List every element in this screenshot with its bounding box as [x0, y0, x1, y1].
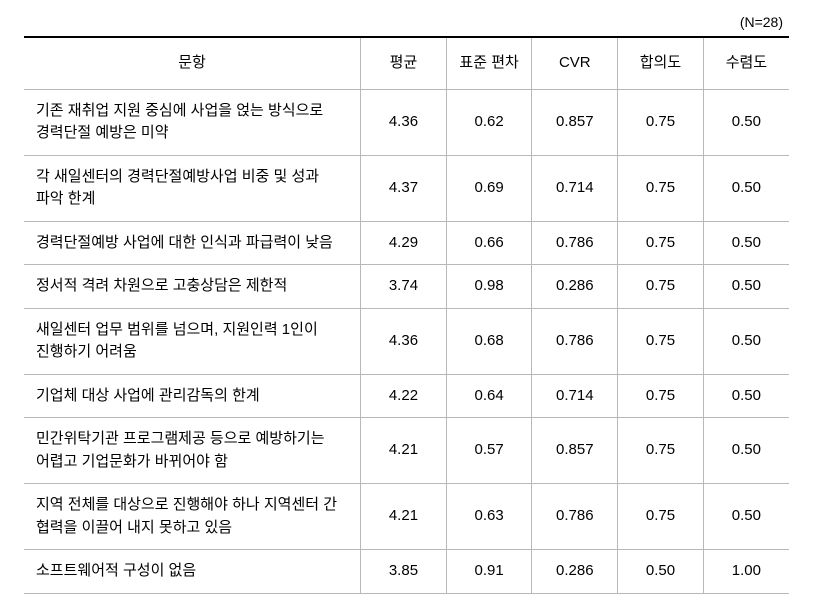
cell-sd: 0.66 — [446, 221, 532, 265]
cell-sd: 0.62 — [446, 89, 532, 155]
cell-item: 경력단절예방 사업에 대한 인식과 파급력이 낮음 — [24, 221, 361, 265]
cell-convergence: 0.50 — [703, 265, 789, 309]
table-row: 민간위탁기관 프로그램제공 등으로 예방하기는 어렵고 기업문화가 바뀌어야 함… — [24, 418, 789, 484]
cell-cvr: 0.786 — [532, 221, 618, 265]
cell-consensus: 0.75 — [618, 155, 704, 221]
table-row: 정서적 격려 차원으로 고충상담은 제한적3.740.980.2860.750.… — [24, 265, 789, 309]
table-row: 기업체 대상 사업에 관리감독의 한계4.220.640.7140.750.50 — [24, 374, 789, 418]
cell-convergence: 0.50 — [703, 89, 789, 155]
cell-consensus: 0.75 — [618, 221, 704, 265]
cell-mean: 4.21 — [361, 484, 447, 550]
cell-sd: 0.98 — [446, 265, 532, 309]
table-container: 문항 평균 표준 편차 CVR 합의도 수렴도 기존 재취업 지원 중심에 사업… — [24, 36, 789, 594]
header-sd: 표준 편차 — [446, 37, 532, 89]
cell-convergence: 1.00 — [703, 550, 789, 594]
cell-item: 각 새일센터의 경력단절예방사업 비중 및 성과 파악 한계 — [24, 155, 361, 221]
header-convergence: 수렴도 — [703, 37, 789, 89]
cell-item: 기존 재취업 지원 중심에 사업을 얹는 방식으로 경력단절 예방은 미약 — [24, 89, 361, 155]
table-row: 지역 전체를 대상으로 진행해야 하나 지역센터 간 협력을 이끌어 내지 못하… — [24, 484, 789, 550]
cell-item: 기업체 대상 사업에 관리감독의 한계 — [24, 374, 361, 418]
cell-mean: 4.22 — [361, 374, 447, 418]
cell-cvr: 0.286 — [532, 265, 618, 309]
header-row: 문항 평균 표준 편차 CVR 합의도 수렴도 — [24, 37, 789, 89]
cell-convergence: 0.50 — [703, 155, 789, 221]
cell-sd: 0.63 — [446, 484, 532, 550]
data-table: 문항 평균 표준 편차 CVR 합의도 수렴도 기존 재취업 지원 중심에 사업… — [24, 36, 789, 594]
cell-cvr: 0.714 — [532, 155, 618, 221]
header-item: 문항 — [24, 37, 361, 89]
cell-mean: 4.36 — [361, 89, 447, 155]
table-row: 기존 재취업 지원 중심에 사업을 얹는 방식으로 경력단절 예방은 미약4.3… — [24, 89, 789, 155]
cell-item: 민간위탁기관 프로그램제공 등으로 예방하기는 어렵고 기업문화가 바뀌어야 함 — [24, 418, 361, 484]
cell-sd: 0.57 — [446, 418, 532, 484]
cell-consensus: 0.75 — [618, 89, 704, 155]
header-cvr: CVR — [532, 37, 618, 89]
cell-convergence: 0.50 — [703, 221, 789, 265]
cell-cvr: 0.857 — [532, 418, 618, 484]
cell-cvr: 0.857 — [532, 89, 618, 155]
cell-mean: 4.37 — [361, 155, 447, 221]
cell-consensus: 0.75 — [618, 265, 704, 309]
table-row: 각 새일센터의 경력단절예방사업 비중 및 성과 파악 한계4.370.690.… — [24, 155, 789, 221]
sample-size-label: (N=28) — [740, 14, 783, 30]
cell-sd: 0.64 — [446, 374, 532, 418]
cell-item: 지역 전체를 대상으로 진행해야 하나 지역센터 간 협력을 이끌어 내지 못하… — [24, 484, 361, 550]
cell-consensus: 0.75 — [618, 484, 704, 550]
cell-mean: 3.85 — [361, 550, 447, 594]
cell-sd: 0.91 — [446, 550, 532, 594]
cell-convergence: 0.50 — [703, 374, 789, 418]
header-consensus: 합의도 — [618, 37, 704, 89]
cell-convergence: 0.50 — [703, 308, 789, 374]
cell-item: 새일센터 업무 범위를 넘으며, 지원인력 1인이 진행하기 어려움 — [24, 308, 361, 374]
cell-sd: 0.68 — [446, 308, 532, 374]
table-row: 새일센터 업무 범위를 넘으며, 지원인력 1인이 진행하기 어려움4.360.… — [24, 308, 789, 374]
cell-convergence: 0.50 — [703, 418, 789, 484]
cell-consensus: 0.75 — [618, 374, 704, 418]
table-row: 소프트웨어적 구성이 없음3.850.910.2860.501.00 — [24, 550, 789, 594]
cell-mean: 4.21 — [361, 418, 447, 484]
cell-mean: 4.29 — [361, 221, 447, 265]
cell-sd: 0.69 — [446, 155, 532, 221]
cell-cvr: 0.786 — [532, 484, 618, 550]
table-row: 경력단절예방 사업에 대한 인식과 파급력이 낮음4.290.660.7860.… — [24, 221, 789, 265]
cell-item: 소프트웨어적 구성이 없음 — [24, 550, 361, 594]
cell-consensus: 0.75 — [618, 418, 704, 484]
cell-cvr: 0.286 — [532, 550, 618, 594]
cell-consensus: 0.50 — [618, 550, 704, 594]
cell-convergence: 0.50 — [703, 484, 789, 550]
cell-item: 정서적 격려 차원으로 고충상담은 제한적 — [24, 265, 361, 309]
cell-cvr: 0.786 — [532, 308, 618, 374]
cell-cvr: 0.714 — [532, 374, 618, 418]
cell-consensus: 0.75 — [618, 308, 704, 374]
header-mean: 평균 — [361, 37, 447, 89]
cell-mean: 3.74 — [361, 265, 447, 309]
cell-mean: 4.36 — [361, 308, 447, 374]
